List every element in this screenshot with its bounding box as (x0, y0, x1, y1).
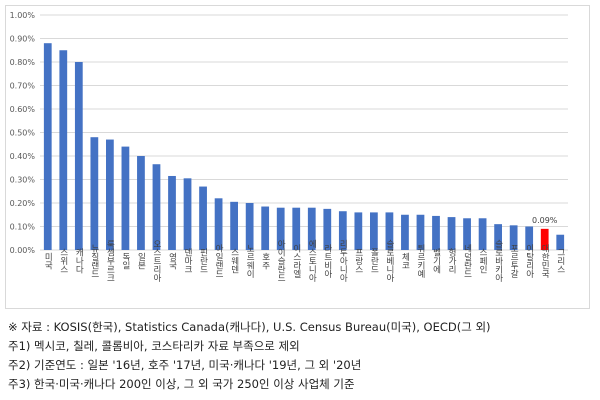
x-tick-label: 일본 (136, 253, 146, 270)
bar (168, 175, 176, 250)
y-tick-label: 0.10% (10, 223, 36, 232)
bar (385, 212, 394, 250)
bar (292, 207, 301, 250)
x-tick-label: 스페인 (478, 248, 488, 274)
x-tick-label: 벨기에 (431, 248, 441, 275)
bar (90, 137, 99, 250)
bar (74, 62, 83, 250)
x-tick-label: 대한민국 (540, 244, 550, 279)
x-tick-label: 미국 (43, 253, 53, 271)
x-tick-label: 슬로바키아 (493, 240, 503, 283)
x-tick-label: 룩셈부르크 (105, 240, 115, 283)
bar (432, 215, 440, 250)
bar (556, 234, 565, 250)
bar (199, 186, 207, 250)
x-tick-label: 프랑스 (353, 248, 363, 274)
bar (245, 203, 254, 250)
bar (59, 50, 68, 250)
note-1: 주1) 멕시코, 칠레, 콜롬비아, 코스타리카 자료 부족으로 제외 (8, 339, 300, 353)
x-tick-label: 독일 (120, 253, 130, 270)
notes: ※ 자료 : KOSIS(한국), Statistics Canada(캐나다)… (8, 318, 491, 394)
bar (478, 218, 487, 250)
x-tick-label: 호주 (260, 253, 270, 271)
bar (338, 211, 347, 250)
x-tick-label: 아이슬란드 (276, 239, 286, 282)
y-tick-label: 0.90% (10, 35, 36, 44)
bar (106, 139, 114, 250)
x-tick-label: 폴란드 (369, 248, 379, 274)
x-tick-label: 핀란드 (198, 248, 208, 274)
x-tick-label: 에스토니아 (307, 240, 317, 283)
x-tick-label: 이스라엘 (291, 243, 301, 278)
y-tick-label: 0.70% (10, 82, 36, 91)
x-tick-label: 스위스 (58, 248, 68, 274)
bar (494, 224, 502, 250)
bar (183, 178, 192, 250)
x-tick-label: 오스트리아 (151, 240, 161, 283)
bar (401, 214, 409, 250)
bar (152, 164, 161, 250)
y-tick-label: 0.80% (10, 58, 36, 67)
chart-frame (5, 5, 590, 309)
x-tick-label: 체코 (400, 252, 410, 270)
bar (509, 225, 518, 250)
bar-chart: 0.00% 0.10% 0.20% 0.30% 0.40% 0.50% 0.60% 0.70%… (10, 11, 568, 283)
y-tick-label: 0.50% (10, 129, 36, 138)
x-tick-label: 이탈리아 (524, 243, 534, 278)
bar (540, 228, 549, 250)
data-label: 0.09% (532, 216, 558, 225)
bar (416, 214, 425, 250)
x-tick-label: 노르웨이 (245, 244, 255, 279)
y-tick-label: 0.40% (10, 152, 36, 161)
y-tick-label: 0.60% (10, 105, 36, 114)
bar (307, 207, 316, 250)
bar (463, 218, 471, 250)
y-tick-label: 1.00% (10, 11, 36, 20)
bar (276, 207, 285, 250)
x-tick-label: 뉴질랜드 (89, 244, 99, 278)
y-tick-label: 0.20% (10, 199, 36, 208)
y-tick-label: 0.00% (10, 246, 36, 255)
x-tick-label: 영국 (167, 252, 177, 270)
bar (323, 208, 332, 250)
bar (137, 156, 145, 250)
bar (43, 43, 52, 251)
y-tick-label: 0.30% (10, 176, 36, 185)
x-tick-label: 네덜란드 (462, 244, 472, 278)
bar (230, 201, 238, 250)
source-note: ※ 자료 : KOSIS(한국), Statistics Canada(캐나다)… (8, 320, 491, 334)
note-3: 주3) 한국·미국·캐나다 200인 이상, 그 외 국가 250인 이상 사업… (8, 377, 355, 391)
bar (370, 212, 378, 250)
x-tick-label: 라트비아 (322, 244, 332, 279)
x-tick-label: 캐나다 (74, 248, 84, 274)
x-tick-label: 튀르키예 (415, 243, 425, 278)
x-tick-label: 그리스 (555, 248, 565, 274)
x-tick-label: 리투아니아 (338, 240, 348, 283)
x-tick-label: 아일랜드 (214, 243, 224, 278)
x-tick-label: 헝가리 (447, 248, 457, 274)
bar (121, 146, 130, 250)
x-tick-label: 슬로베니아 (384, 240, 394, 283)
bar (447, 217, 456, 250)
bar (354, 212, 363, 250)
note-2: 주2) 기준연도 : 일본 '16년, 호주 '17년, 미국·캐나다 '19년… (8, 358, 362, 372)
x-tick-label: 덴마크 (183, 248, 193, 274)
bar (214, 198, 223, 250)
bar (261, 206, 270, 250)
x-tick-label: 스웨덴 (229, 248, 239, 274)
x-tick-label: 포르투갈 (509, 244, 519, 278)
bar (525, 226, 534, 250)
